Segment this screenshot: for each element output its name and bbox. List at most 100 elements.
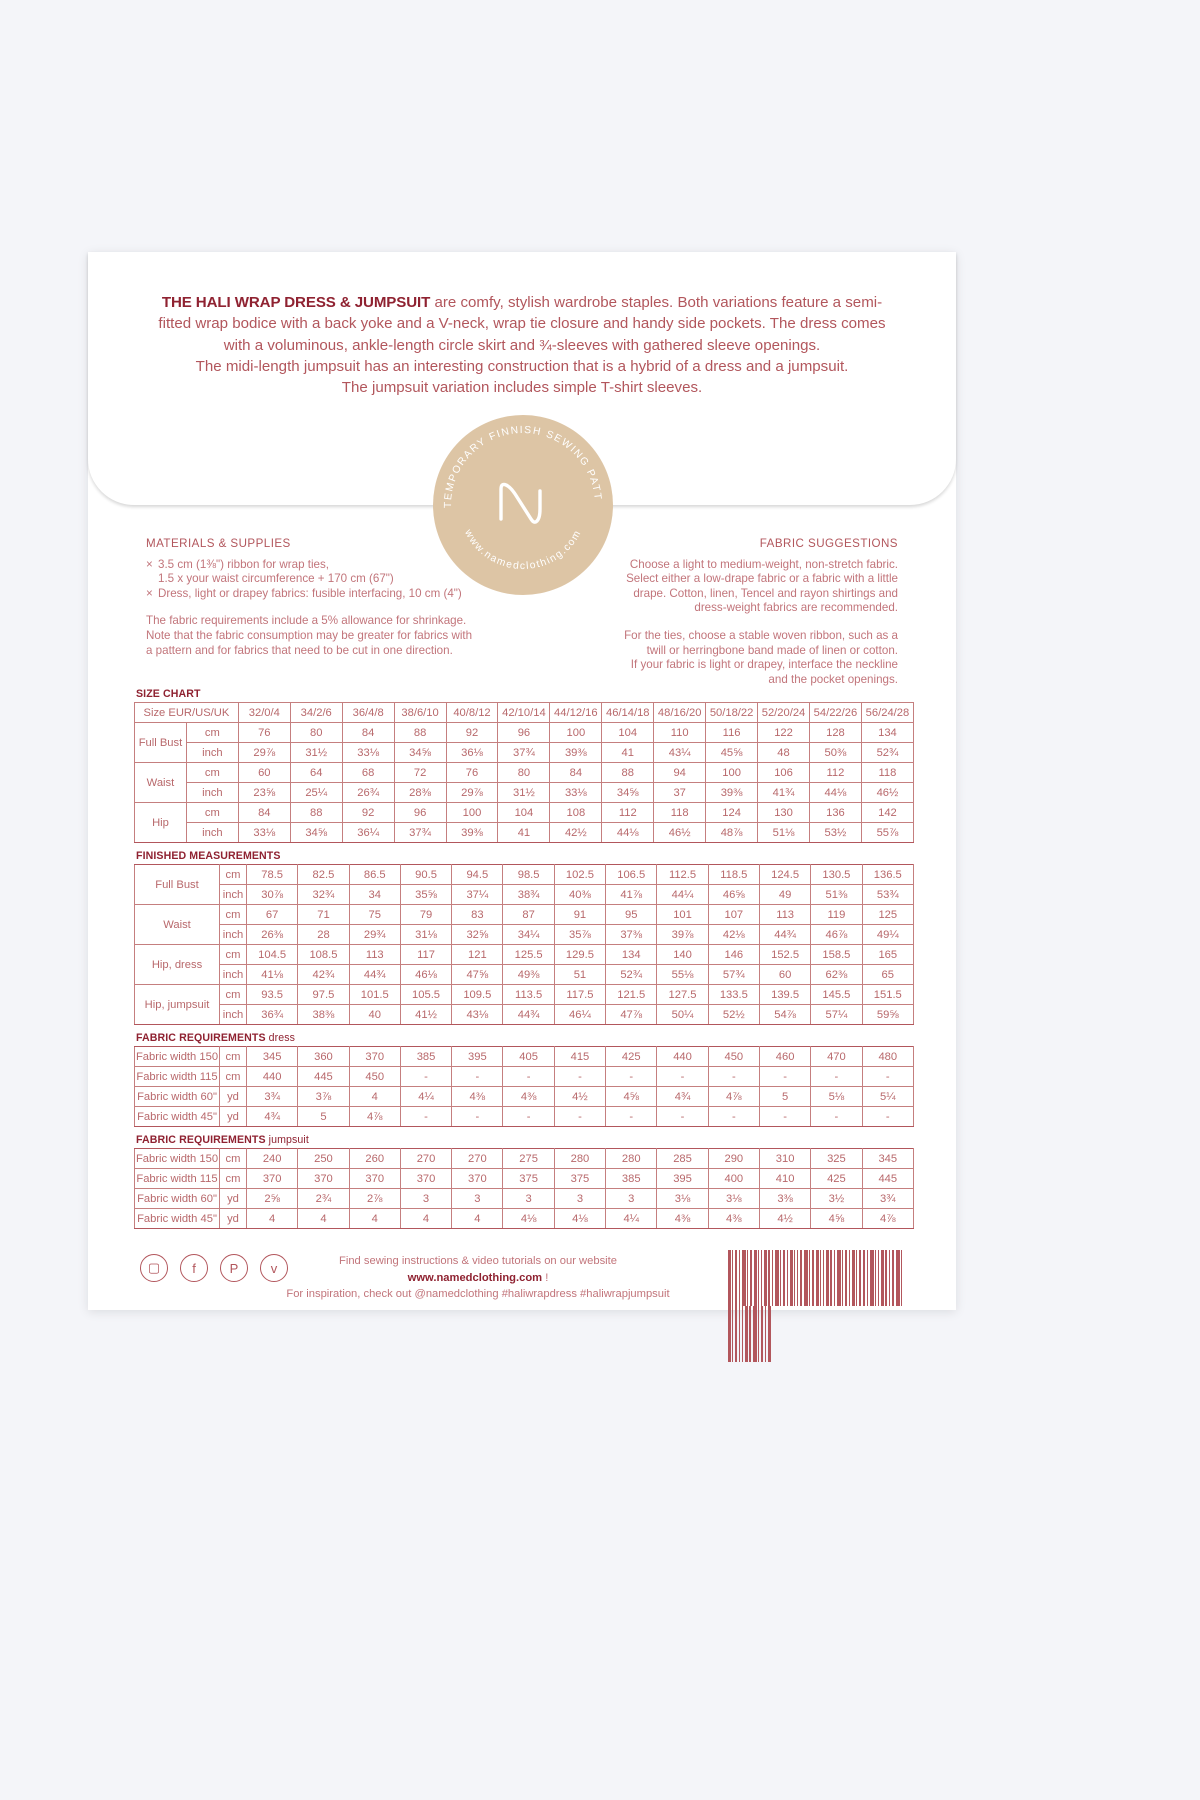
measurement-cell: 78.5 (245, 864, 299, 885)
measurement-cell: 34 (348, 884, 401, 905)
fabric-amount-cell: 4¼ (605, 1208, 658, 1229)
fabric-amount-cell: 5¼ (861, 1086, 915, 1107)
unit-cell: yd (219, 1188, 247, 1209)
measurement-cell: 53¾ (861, 884, 915, 905)
fabric-amount-cell: - (707, 1106, 760, 1127)
fabric-amount-cell: 5⅛ (810, 1086, 863, 1107)
fabric-width-label: Fabric width 60" (134, 1086, 220, 1107)
measurement-cell: 117.5 (553, 984, 607, 1005)
fabric-amount-cell: 4⅞ (707, 1086, 760, 1107)
measurement-cell: 118 (653, 802, 707, 823)
instagram-icon[interactable]: ▢ (140, 1254, 168, 1282)
fabric-amount-cell: 440 (656, 1046, 709, 1067)
measurement-cell: 113 (348, 944, 401, 965)
measurement-cell: 79 (399, 904, 453, 925)
measurement-cell: 101 (656, 904, 709, 925)
measurement-cell: 25¼ (289, 782, 343, 803)
measurement-cell: 107 (707, 904, 760, 925)
fabric-amount-cell: - (399, 1066, 453, 1087)
fabric-amount-cell: 3⅜ (758, 1188, 812, 1209)
measurement-cell: 100 (705, 762, 759, 783)
measurement-cell: 55⅛ (656, 964, 709, 985)
measurement-cell: 84 (549, 762, 603, 783)
fabric-dress-title: FABRIC REQUIREMENTS dress (136, 1032, 296, 1044)
size-header-cell: 32/0/4 (237, 702, 291, 723)
measurement-cell: 44⅛ (601, 822, 655, 843)
fabric-suggestions-heading: FABRIC SUGGESTIONS (759, 537, 898, 550)
measurement-cell: 44¾ (758, 924, 812, 945)
measurement-cell: 134 (605, 944, 658, 965)
fabric-width-label: Fabric width 45" (134, 1106, 220, 1127)
fabric-amount-cell: 3 (605, 1188, 658, 1209)
measurement-cell: 125 (861, 904, 915, 925)
measurement-cell: 49 (758, 884, 812, 905)
measurement-cell: 80 (289, 722, 343, 743)
facebook-icon[interactable]: f (180, 1254, 208, 1282)
fabric-suggestions-p1-line-0: Choose a light to medium-weight, non-str… (629, 557, 898, 571)
fabric-amount-cell: - (707, 1066, 760, 1087)
measurement-cell: 46¼ (553, 1004, 607, 1025)
measurement-cell: 49¼ (861, 924, 915, 945)
measurement-cell: 72 (393, 762, 447, 783)
measurement-cell: 136 (808, 802, 862, 823)
measurement-cell: 31½ (289, 742, 343, 763)
measurement-cell: 106 (757, 762, 810, 783)
measurement-cell: 37¼ (451, 884, 504, 905)
measurement-cell: 140 (656, 944, 709, 965)
measurement-label: Hip, jumpsuit (134, 984, 220, 1025)
measurement-cell: 121 (451, 944, 504, 965)
measurement-cell: 39⅜ (445, 822, 499, 843)
fabric-amount-cell: 450 (707, 1046, 760, 1067)
measurement-cell: 112.5 (656, 864, 709, 885)
measurement-cell: 48⅞ (705, 822, 759, 843)
measurement-cell: 29¾ (348, 924, 401, 945)
measurement-cell: 42¾ (297, 964, 350, 985)
table-row: Fabric width 150 cm 345 360 370 385 395 405 415 4… (134, 1046, 915, 1067)
size-header-cell: 54/22/26 (808, 702, 862, 723)
measurement-cell: 41¾ (757, 782, 810, 803)
measurement-cell: 33⅛ (341, 742, 395, 763)
measurement-cell: 49⅜ (502, 964, 555, 985)
measurement-cell: 151.5 (861, 984, 915, 1005)
materials-item-0-line2: 1.5 x your waist circumference + 170 cm … (158, 572, 394, 586)
fabric-amount-cell: 280 (605, 1148, 658, 1169)
fabric-amount-cell: 3½ (810, 1188, 863, 1209)
measurement-cell: 119 (810, 904, 863, 925)
fabric-amount-cell: 4½ (758, 1208, 812, 1229)
size-chart-title: SIZE CHART (136, 688, 201, 700)
fabric-width-label: Fabric width 115 (134, 1066, 220, 1087)
fabric-amount-cell: 445 (297, 1066, 350, 1087)
measurement-cell: 34¼ (502, 924, 555, 945)
fabric-amount-cell: 290 (707, 1148, 760, 1169)
measurement-cell: 51 (553, 964, 607, 985)
measurement-cell: 109.5 (451, 984, 504, 1005)
measurement-cell: 121.5 (605, 984, 658, 1005)
intro-line-1-rest: are comfy, stylish wardrobe staples. Bot… (430, 294, 883, 311)
measurement-cell: 129.5 (553, 944, 607, 965)
fabric-amount-cell: - (810, 1106, 863, 1127)
fabric-amount-cell: 3 (502, 1188, 555, 1209)
fabric-suggestions-section: FABRIC SUGGESTIONS Choose a light to med… (608, 537, 898, 687)
fabric-amount-cell: 240 (245, 1148, 299, 1169)
fabric-amount-cell: 370 (348, 1046, 401, 1067)
pinterest-icon[interactable]: P (220, 1254, 248, 1282)
fabric-suggestions-p2-line-0: For the ties, choose a stable woven ribb… (624, 628, 898, 642)
fabric-amount-cell: 4¾ (245, 1106, 299, 1127)
measurement-cell: 32⅝ (451, 924, 504, 945)
fabric-suggestions-p1-line-3: dress-weight fabrics are recommended. (694, 601, 898, 615)
fabric-amount-cell: 4⅛ (502, 1208, 555, 1229)
size-header-cell: 40/8/12 (445, 702, 499, 723)
measurement-cell: 39⅞ (656, 924, 709, 945)
measurement-cell: 41⅞ (605, 884, 658, 905)
fabric-amount-cell: 415 (553, 1046, 607, 1067)
fabric-amount-cell: 2⅝ (245, 1188, 299, 1209)
unit-cell: cm (219, 1168, 247, 1189)
vimeo-icon[interactable]: v (260, 1254, 288, 1282)
table-row: Hip, jumpsuit cm 93.5 97.5 101.5 105.5 109.5 11… (134, 984, 915, 1025)
measurement-cell: 124 (705, 802, 759, 823)
size-header-cell: 42/10/14 (497, 702, 551, 723)
website-link[interactable]: www.namedclothing.com (407, 1271, 543, 1284)
fabric-amount-cell: - (758, 1106, 812, 1127)
measurement-cell: 106.5 (605, 864, 658, 885)
measurement-cell: 26¾ (341, 782, 395, 803)
